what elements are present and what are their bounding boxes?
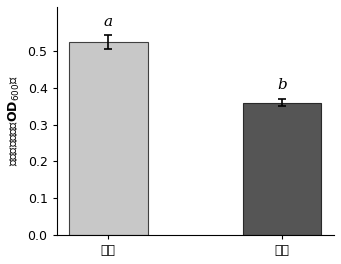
Text: b: b [278, 78, 287, 92]
Bar [243, 103, 322, 235]
Bar [69, 42, 148, 235]
Text: a: a [104, 15, 113, 29]
Y-axis label: 青枯菌生物量（OD$_{600}$）: 青枯菌生物量（OD$_{600}$） [7, 76, 22, 166]
